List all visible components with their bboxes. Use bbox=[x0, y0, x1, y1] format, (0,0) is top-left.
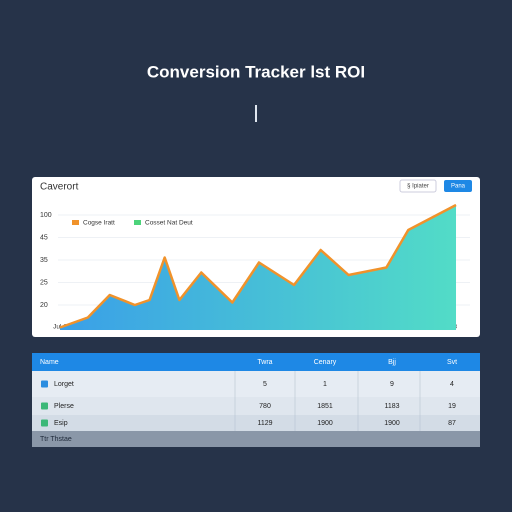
row-checkbox bbox=[41, 402, 48, 410]
legend-swatch bbox=[134, 220, 141, 225]
legend-swatch bbox=[72, 220, 79, 225]
button-label[interactable]: Pana bbox=[451, 184, 466, 190]
column-header: Name bbox=[40, 359, 59, 366]
y-tick-label: 100 bbox=[40, 212, 52, 219]
table-cell: Plerse bbox=[54, 403, 74, 410]
cursor bbox=[255, 105, 257, 122]
table-footer bbox=[32, 431, 480, 447]
card-title: Caverort bbox=[40, 182, 79, 193]
column-header: Cenary bbox=[314, 359, 337, 366]
column-header: Svt bbox=[447, 359, 457, 366]
table-cell: 1 bbox=[323, 381, 327, 388]
table-row bbox=[32, 397, 480, 415]
button[interactable] bbox=[399, 179, 437, 193]
footer-label: Ttr Thstae bbox=[40, 436, 72, 443]
page-title: Conversion Tracker lst ROI bbox=[147, 62, 365, 81]
area bbox=[60, 205, 457, 330]
table-cell: 19 bbox=[448, 403, 456, 410]
table-cell: 1183 bbox=[384, 403, 399, 410]
column-header: Twra bbox=[257, 359, 272, 366]
table-cell: 1900 bbox=[317, 420, 333, 427]
legend-label: Cosset Nat Deut bbox=[145, 220, 193, 227]
table-cell: 87 bbox=[448, 420, 456, 427]
table-cell: 9 bbox=[390, 381, 394, 388]
table-cell: Esip bbox=[54, 420, 68, 427]
row-checkbox bbox=[41, 380, 48, 388]
table-cell: Lorget bbox=[54, 381, 74, 388]
table-row bbox=[32, 415, 480, 431]
y-tick-label: 20 bbox=[40, 302, 48, 309]
table-cell: 1900 bbox=[384, 420, 400, 427]
legend-label: Cogse Iratt bbox=[83, 220, 115, 227]
button-label[interactable]: § Ipiater bbox=[407, 184, 429, 190]
row-checkbox bbox=[41, 419, 48, 427]
y-tick-label: 35 bbox=[40, 257, 48, 264]
table-cell: 5 bbox=[263, 381, 267, 388]
line bbox=[59, 203, 457, 329]
table-cell: 1851 bbox=[317, 403, 333, 410]
y-tick-label: 45 bbox=[40, 234, 48, 241]
column-header: Bjj bbox=[388, 359, 396, 366]
table-cell: 4 bbox=[450, 381, 454, 388]
button[interactable] bbox=[444, 180, 472, 192]
y-tick-label: 25 bbox=[40, 279, 48, 286]
table-header bbox=[32, 353, 480, 371]
table-cell: 1129 bbox=[257, 420, 272, 427]
table-row bbox=[32, 371, 480, 397]
table-cell: 780 bbox=[259, 403, 271, 410]
